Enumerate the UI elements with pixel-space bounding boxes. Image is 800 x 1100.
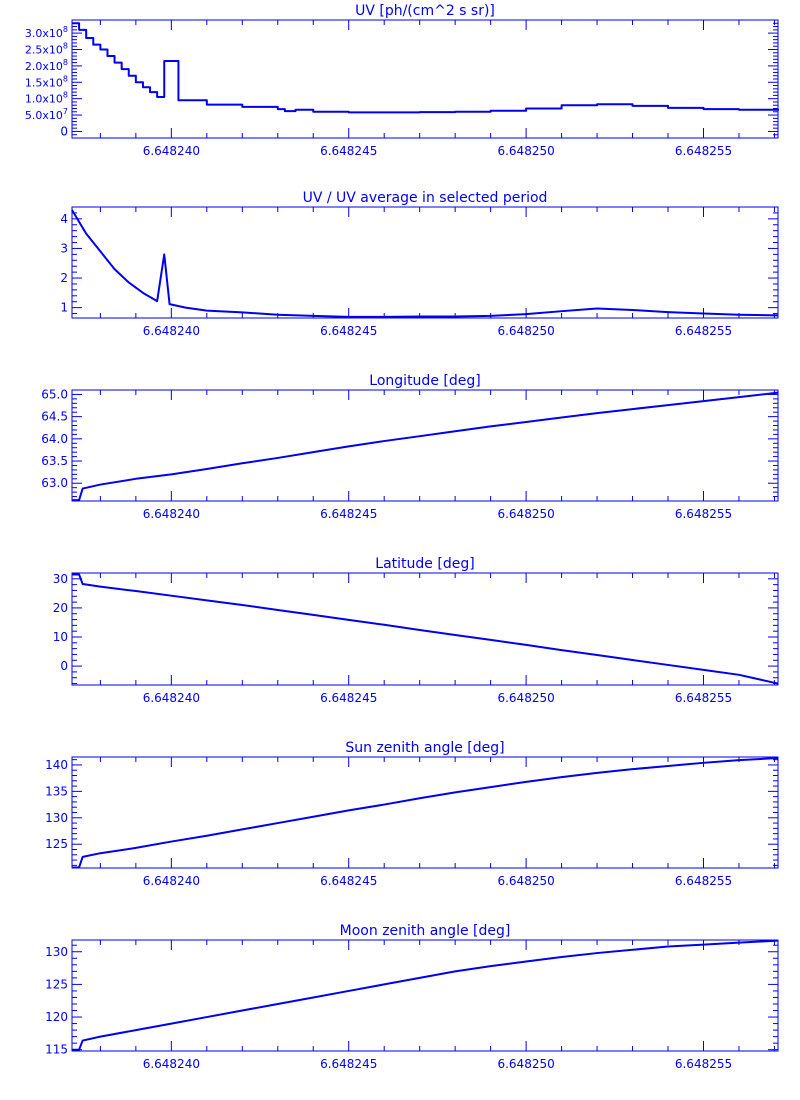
y-tick-label: 3: [60, 241, 68, 255]
plot-frame: [71, 206, 779, 319]
chart-title: Moon zenith angle [deg]: [340, 923, 511, 939]
chart-panel: UV / UV average in selected period 6.6482…: [60, 190, 779, 338]
x-tick-label: 6.648245: [320, 507, 377, 521]
y-tick-label: 2.0x108: [25, 58, 68, 73]
y-tick-mantissa: 2.5x10: [25, 44, 63, 57]
y-tick-exponent: 7: [63, 107, 68, 116]
x-tick-label: 6.648255: [675, 691, 732, 705]
x-tick-label: 6.648255: [675, 507, 732, 521]
series-line: [71, 209, 779, 318]
y-tick-label: 3.0x108: [25, 25, 68, 40]
y-tick-label: 140: [45, 758, 68, 772]
y-tick-exponent: 8: [63, 74, 68, 83]
plot-frame: [71, 756, 779, 869]
x-tick-label: 6.648255: [675, 1057, 732, 1071]
y-tick-label: 1: [60, 301, 68, 315]
x-tick-label: 6.648245: [320, 691, 377, 705]
y-tick-label: 5.0x107: [25, 107, 68, 122]
chart-panel: Latitude [deg] 6.648240 6.648245 6.648250 6.…: [53, 556, 779, 705]
y-tick-label: 135: [45, 784, 68, 798]
y-tick-mantissa: 1.5x10: [25, 76, 63, 89]
y-tick-mantissa: 1.0x10: [25, 93, 63, 106]
y-tick-label: 125: [45, 837, 68, 851]
chart-title: Longitude [deg]: [369, 373, 480, 389]
y-tick-label: 1.0x108: [25, 91, 68, 106]
y-tick-label: 0: [60, 124, 68, 138]
y-tick-exponent: 8: [63, 58, 68, 67]
x-tick-label: 6.648250: [497, 507, 554, 521]
y-tick-label: 125: [45, 977, 68, 991]
y-tick-label: 2: [60, 271, 68, 285]
y-tick-label: 2.5x108: [25, 42, 68, 57]
x-tick-label: 6.648245: [320, 324, 377, 338]
series-line: [72, 939, 779, 1051]
y-tick-label: 130: [45, 811, 68, 825]
y-tick-label: 63.5: [41, 454, 68, 468]
chart-title: UV / UV average in selected period: [303, 190, 548, 206]
y-tick-label: 130: [45, 945, 68, 959]
x-tick-label: 6.648250: [497, 324, 554, 338]
x-tick-label: 6.648240: [143, 691, 200, 705]
plot-frame: [71, 939, 779, 1052]
chart-title: Sun zenith angle [deg]: [345, 740, 504, 756]
y-tick-label: 30: [53, 572, 68, 586]
chart-panel: Longitude [deg] 6.648240 6.648245 6.648250 6…: [41, 373, 779, 521]
x-tick-label: 6.648240: [143, 507, 200, 521]
chart-panel: UV [ph/(cm^2 s sr)] 6.648240 6.648245 6.648…: [25, 3, 779, 158]
y-tick-mantissa: 3.0x10: [25, 27, 63, 40]
y-tick-label: 10: [53, 630, 68, 644]
y-tick-exponent: 8: [63, 91, 68, 100]
x-tick-label: 6.648255: [675, 874, 732, 888]
y-tick-label: 120: [45, 1010, 68, 1024]
y-tick-exponent: 8: [63, 25, 68, 34]
x-tick-label: 6.648240: [143, 324, 200, 338]
x-tick-label: 6.648240: [143, 1057, 200, 1071]
chart-panel: Moon zenith angle [deg] 6.648240 6.648245 6…: [45, 923, 779, 1071]
y-tick-mantissa: 2.0x10: [25, 60, 63, 73]
y-tick-label: 64.0: [41, 432, 68, 446]
y-tick-mantissa: 5.0x10: [25, 109, 63, 122]
x-tick-label: 6.648245: [320, 874, 377, 888]
plot-frame: [71, 572, 779, 686]
x-tick-label: 6.648245: [320, 144, 377, 158]
x-tick-label: 6.648250: [497, 144, 554, 158]
y-tick-label: 20: [53, 601, 68, 615]
x-tick-label: 6.648250: [497, 1057, 554, 1071]
y-tick-label: 115: [45, 1043, 68, 1057]
x-tick-label: 6.648255: [675, 144, 732, 158]
chart-title: UV [ph/(cm^2 s sr)]: [355, 3, 495, 19]
y-tick-label: 4: [60, 212, 68, 226]
series-line: [72, 22, 779, 114]
x-tick-label: 6.648250: [497, 874, 554, 888]
x-tick-label: 6.648255: [675, 324, 732, 338]
y-tick-label: 65.0: [41, 387, 68, 401]
chart-title: Latitude [deg]: [375, 556, 474, 572]
y-tick-label: 0: [60, 659, 68, 673]
x-tick-label: 6.648240: [143, 144, 200, 158]
series-line: [72, 391, 779, 502]
series-line: [72, 573, 779, 685]
series-line: [72, 757, 779, 869]
x-tick-label: 6.648240: [143, 874, 200, 888]
plot-frame: [71, 389, 779, 502]
x-tick-label: 6.648245: [320, 1057, 377, 1071]
x-tick-label: 6.648250: [497, 691, 554, 705]
chart-panel: Sun zenith angle [deg] 6.648240 6.648245 6.…: [45, 740, 779, 888]
y-tick-label: 1.5x108: [25, 74, 68, 89]
y-tick-label: 64.5: [41, 410, 68, 424]
y-tick-label: 63.0: [41, 476, 68, 490]
y-tick-exponent: 8: [63, 42, 68, 51]
